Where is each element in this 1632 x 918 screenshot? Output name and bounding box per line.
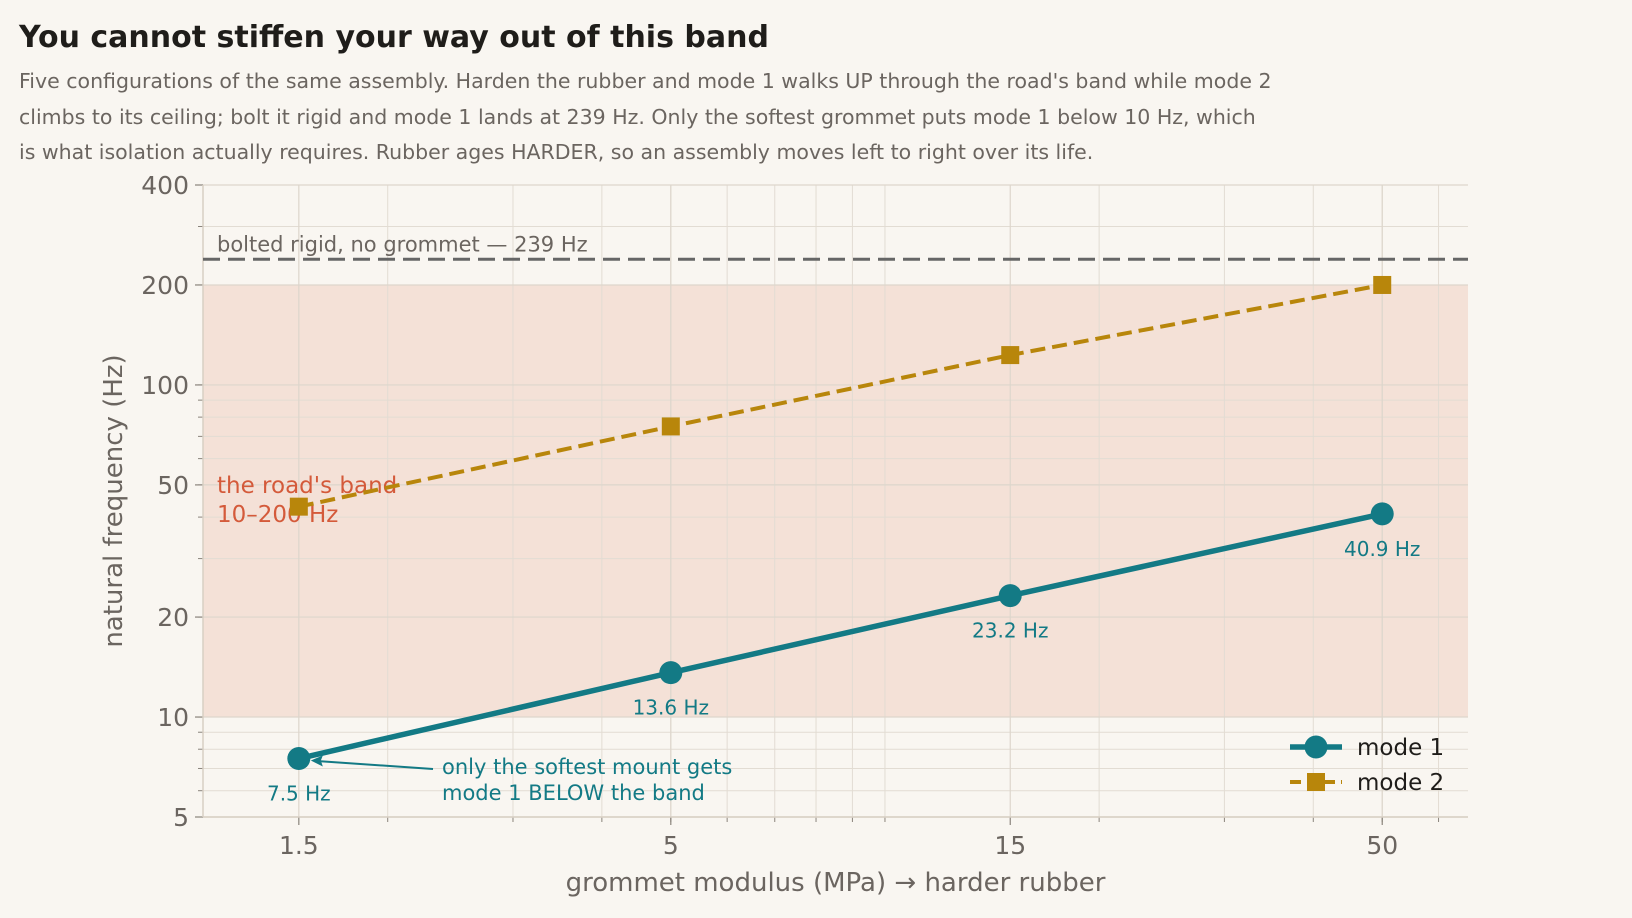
y-tick-label: 10	[157, 703, 189, 732]
mode-1-marker	[998, 584, 1022, 608]
subtitle-line-3: is what isolation actually requires. Rub…	[19, 140, 1094, 164]
y-axis-label: natural frequency (Hz)	[99, 354, 129, 647]
mode-1-value-label: 40.9 Hz	[1344, 537, 1420, 561]
y-tick-label: 400	[141, 171, 189, 200]
legend-mode-1-marker	[1304, 735, 1328, 759]
y-tick-label: 5	[173, 803, 189, 832]
x-tick-label: 15	[994, 831, 1026, 860]
mode-1-marker	[1370, 502, 1394, 526]
x-tick-label: 50	[1366, 831, 1398, 860]
legend-mode-2-marker	[1307, 773, 1325, 791]
x-axis-label: grommet modulus (MPa) → harder rubber	[566, 868, 1106, 898]
mode-1-value-label: 13.6 Hz	[633, 696, 709, 720]
mode-1-value-label: 23.2 Hz	[972, 619, 1048, 643]
y-tick-label: 200	[141, 271, 189, 300]
legend-mode-2-label: mode 2	[1357, 770, 1444, 796]
annotation-arrow-line	[316, 760, 434, 770]
mode-1-line	[298, 511, 1383, 762]
mode-2-marker	[661, 417, 680, 436]
band-label-line-2: 10–200 Hz	[217, 502, 338, 528]
band-shading	[203, 284, 1468, 718]
annotation-arrow-head	[310, 755, 323, 767]
x-tick-label: 5	[663, 831, 679, 860]
x-tick-label: 1.5	[279, 831, 319, 860]
y-tick-label: 50	[157, 471, 189, 500]
y-tick-label: 100	[141, 371, 189, 400]
annotation-line-1: only the softest mount gets	[442, 755, 732, 779]
mode-1-marker	[659, 661, 683, 685]
chart-title: You cannot stiffen your way out of this …	[19, 20, 769, 55]
mode-2-marker	[289, 497, 308, 516]
legend-mode-1-label: mode 1	[1357, 735, 1444, 761]
mode-2-marker	[1373, 275, 1392, 294]
annotation-line-2: mode 1 BELOW the band	[442, 781, 705, 805]
mode-1-value-label: 7.5 Hz	[267, 782, 331, 806]
mode-2-marker	[1001, 346, 1020, 365]
mode-2-line	[298, 283, 1383, 509]
subtitle-line-2: climbs to its ceiling; bolt it rigid and…	[19, 104, 1256, 129]
subtitle-line-1: Five configurations of the same assembly…	[19, 69, 1272, 93]
reference-line-label: bolted rigid, no grommet — 239 Hz	[217, 232, 588, 256]
chart-subtitle: Five configurations of the same assembly…	[19, 64, 1419, 171]
band-label-line-1: the road's band	[217, 473, 397, 499]
mode-1-marker	[287, 747, 311, 771]
y-tick-label: 20	[157, 603, 189, 632]
